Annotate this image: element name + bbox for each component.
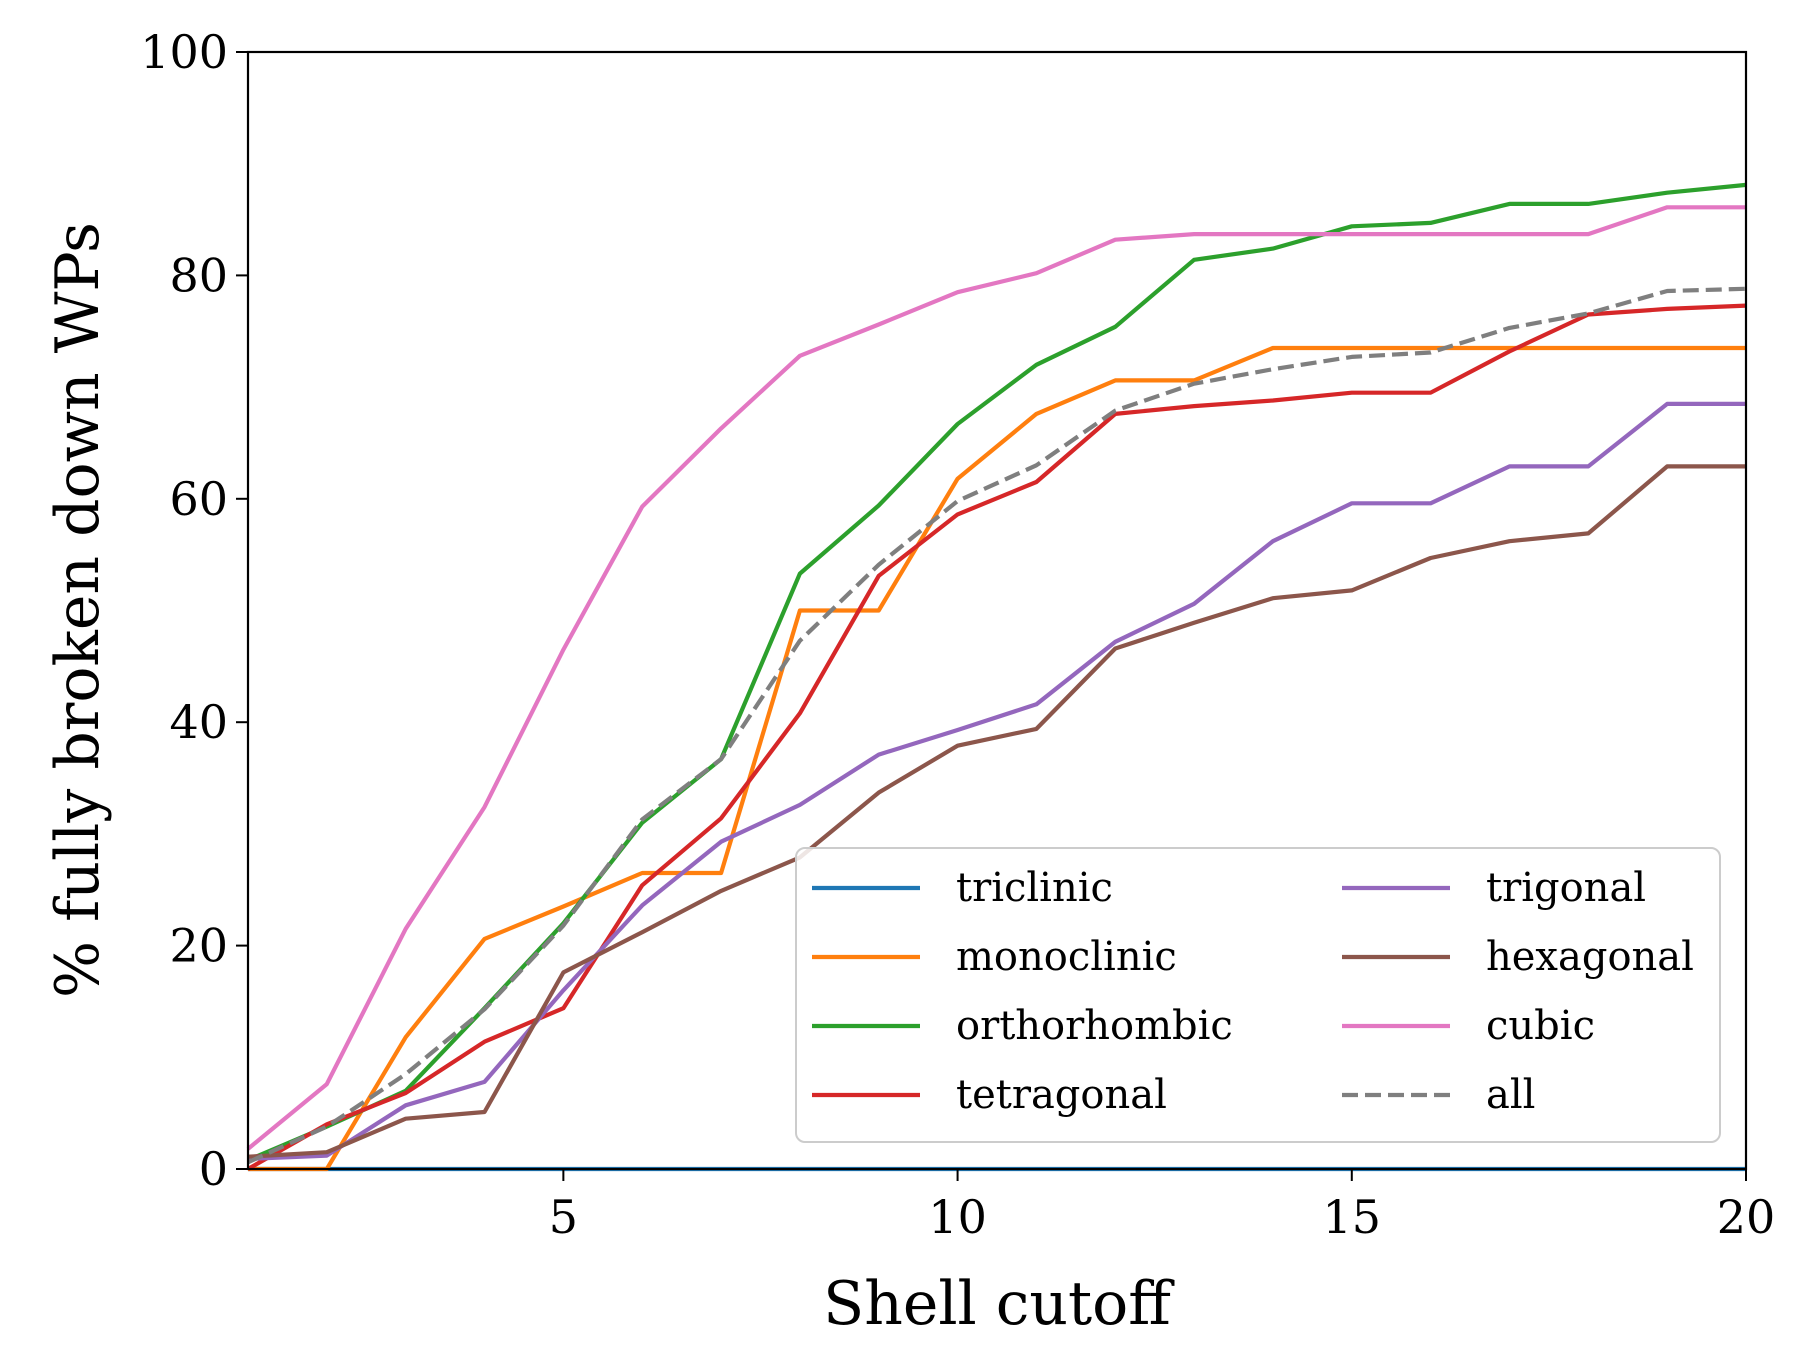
y-tick-label: 80 [169,248,228,302]
x-tick-label: 15 [1323,1190,1382,1244]
legend-label-cubic: cubic [1486,1003,1595,1049]
legend-box [795,847,1721,1143]
y-tick-label: 20 [169,919,228,973]
series-line-trigonal [247,401,1746,1161]
x-tick-label: 20 [1717,1190,1776,1244]
legend: triclinic monoclinic orthorhombic tetragona… [795,847,1721,1143]
x-axis-label: Shell cutoff [823,1269,1175,1339]
legend-label-monoclinic: monoclinic [956,934,1177,980]
legend-label-hexagonal: hexagonal [1486,934,1694,980]
series-line-tetragonal [246,303,1747,1171]
series-layer [246,182,1747,1172]
y-tick-label: 0 [199,1142,228,1196]
x-tick-label: 10 [928,1190,987,1244]
y-axis-label: % fully broken down WPs [43,222,113,998]
x-axis: 5 10 15 20 [549,1169,1776,1244]
legend-label-triclinic: triclinic [956,865,1113,911]
y-tick-label: 60 [169,472,228,526]
legend-label-all: all [1486,1072,1535,1118]
y-tick-label: 100 [140,25,228,79]
series-line-all [247,286,1747,1165]
plot-frame [246,50,1748,1171]
legend-label-orthorhombic: orthorhombic [956,1003,1233,1049]
series-line-hexagonal [247,464,1746,1159]
y-tick-label: 40 [169,695,228,749]
legend-label-trigonal: trigonal [1486,865,1646,911]
y-axis: 0 20 40 60 80 100 [140,25,248,1196]
x-tick-label: 5 [549,1190,578,1244]
series-line-cubic [246,205,1746,1151]
legend-label-tetragonal: tetragonal [956,1072,1167,1118]
series-line-monoclinic [248,345,1746,1172]
